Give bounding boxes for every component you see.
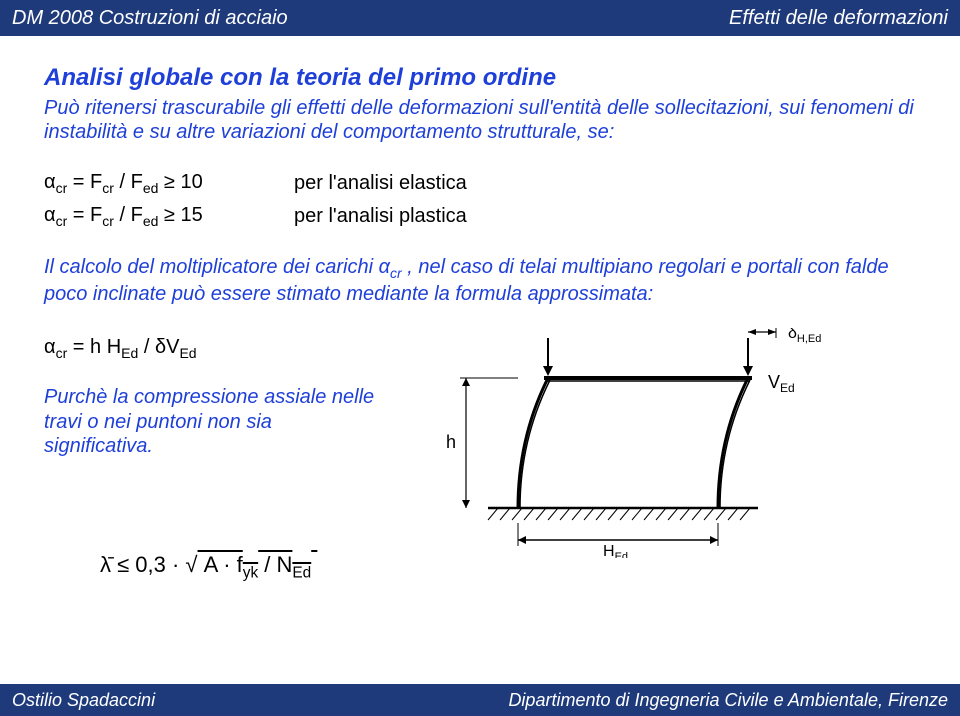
second-paragraph: Il calcolo del moltiplicatore dei carich… [44, 255, 916, 306]
condition-formula: αcr = Fcr / Fed ≥ 10 [44, 171, 294, 196]
slide-title: Analisi globale con la teoria del primo … [44, 64, 916, 92]
lambda-inequality: λ̄ ≤ 0,3 · √ A · fyk / NEd [100, 552, 317, 582]
condition-row: αcr = Fcr / Fed ≥ 15 per l'analisi plast… [44, 204, 916, 229]
slide-header: DM 2008 Costruzioni di acciaio Effetti d… [0, 0, 960, 36]
header-right: Effetti delle deformazioni [729, 7, 948, 30]
header-left: DM 2008 Costruzioni di acciaio [12, 7, 288, 30]
footer-dept: Dipartimento di Ingegneria Civile e Ambi… [508, 690, 948, 711]
condition-row: αcr = Fcr / Fed ≥ 10 per l'analisi elast… [44, 171, 916, 196]
alpha-cr-formula: αcr = h HEd / δVEd [44, 336, 384, 361]
footer-author: Ostilio Spadaccini [12, 690, 155, 711]
purche-note: Purchè la compressione assiale nelle tra… [44, 385, 384, 458]
condition-desc: per l'analisi plastica [294, 205, 467, 228]
condition-desc: per l'analisi elastica [294, 172, 467, 195]
diagram-label-h: h [446, 432, 456, 452]
condition-formula: αcr = Fcr / Fed ≥ 15 [44, 204, 294, 229]
left-formula-column: αcr = h HEd / δVEd Purchè la compression… [44, 328, 384, 458]
slide-footer: Ostilio Spadaccini Dipartimento di Ingeg… [0, 684, 960, 716]
diagram-label-hed: HEd [603, 543, 628, 558]
slide-content: Analisi globale con la teoria del primo … [0, 36, 960, 568]
intro-paragraph: Può ritenersi trascurabile gli effetti d… [44, 96, 916, 145]
diagram-label-ved: VEd [768, 372, 795, 395]
diagram-label-delta: δH,Ed [788, 328, 821, 345]
formula-and-diagram: αcr = h HEd / δVEd Purchè la compression… [44, 328, 916, 558]
frame-diagram: VEd δH,Ed h HEd [428, 328, 868, 558]
